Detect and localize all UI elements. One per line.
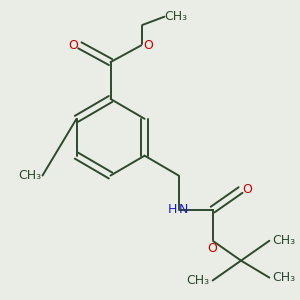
Text: CH₃: CH₃ xyxy=(187,274,210,287)
Text: O: O xyxy=(242,183,252,196)
Text: O: O xyxy=(143,39,153,52)
Text: O: O xyxy=(68,39,78,52)
Text: O: O xyxy=(208,242,218,255)
Text: CH₃: CH₃ xyxy=(272,234,295,247)
Text: CH₃: CH₃ xyxy=(272,271,295,284)
Text: N: N xyxy=(178,203,188,216)
Text: H: H xyxy=(168,203,177,216)
Text: CH₃: CH₃ xyxy=(18,169,41,182)
Text: CH₃: CH₃ xyxy=(164,10,188,23)
